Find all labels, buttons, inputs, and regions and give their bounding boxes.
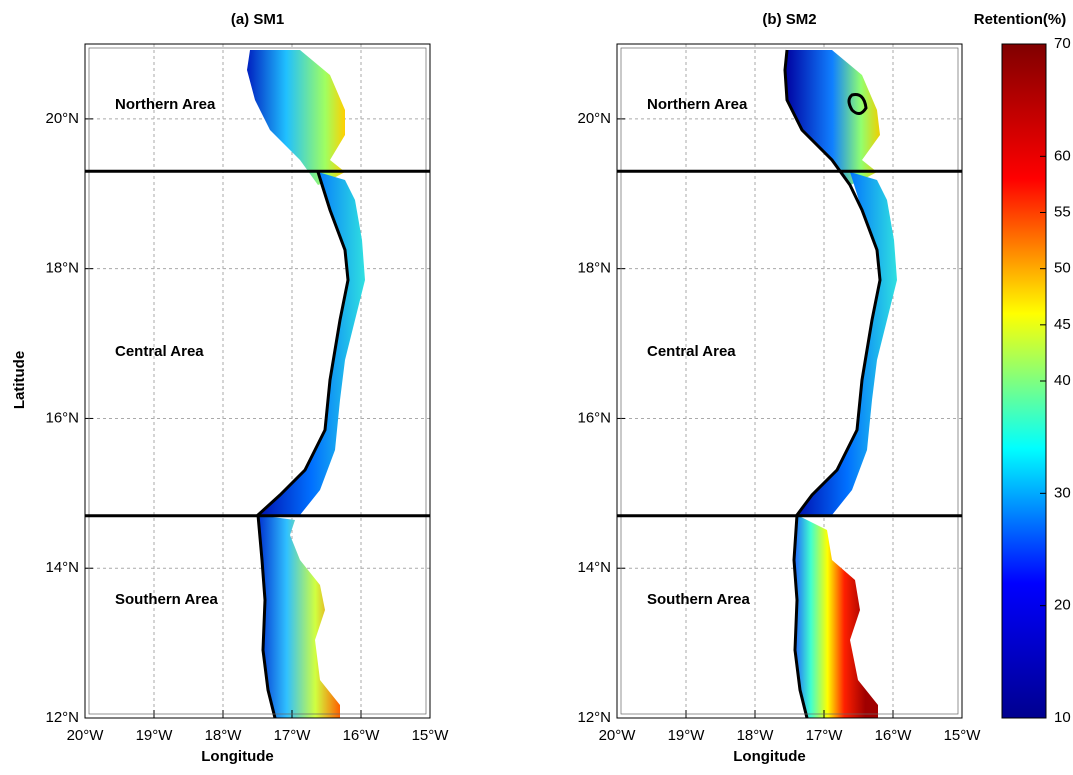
frame-inner	[620, 47, 959, 715]
y-tick-label: 12°N	[45, 709, 79, 726]
region-label: Central Area	[647, 343, 736, 360]
region-label: Northern Area	[647, 96, 748, 113]
x-tick-label: 17°W	[806, 727, 844, 744]
x-tick-label: 20°W	[599, 727, 637, 744]
colorbar: 10 20 30 40 45 50 55 60 70 Retention(%)	[974, 11, 1071, 726]
frame	[84, 43, 431, 719]
coastline	[256, 171, 350, 719]
x-tick-label: 15°W	[944, 727, 982, 744]
field-south	[258, 515, 340, 718]
x-axis-label: Longitude	[733, 748, 805, 765]
y-tick-label: 18°N	[577, 260, 611, 277]
y-tick-label: 20°N	[45, 110, 79, 127]
region-label: Central Area	[115, 343, 204, 360]
x-tick-label: 17°W	[274, 727, 312, 744]
colorbar-title: Retention(%)	[974, 11, 1067, 28]
y-tick-label: 16°N	[577, 409, 611, 426]
y-tick-label: 16°N	[45, 409, 79, 426]
y-tick-label: 20°N	[577, 110, 611, 127]
frame-inner	[88, 47, 427, 715]
panel-title: (b) SM2	[762, 11, 816, 28]
coastline	[783, 49, 882, 719]
region-label: Southern Area	[647, 591, 750, 608]
colorbar-tick-label: 30	[1054, 484, 1071, 501]
field-north	[785, 50, 880, 185]
x-tick-label: 19°W	[136, 727, 174, 744]
field-central	[258, 172, 365, 515]
map-panel	[783, 49, 897, 719]
y-axis-label: Latitude	[11, 351, 28, 409]
field-central	[797, 172, 897, 515]
map-panel	[247, 50, 365, 719]
colorbar-scale	[1001, 43, 1047, 719]
y-tick-label: 14°N	[577, 559, 611, 576]
colorbar-tick-label: 50	[1054, 260, 1071, 277]
contour	[847, 93, 868, 115]
colorbar-tick-label: 40	[1054, 372, 1071, 389]
x-tick-label: 18°W	[737, 727, 775, 744]
x-axis-label: Longitude	[201, 748, 273, 765]
x-tick-label: 18°W	[205, 727, 243, 744]
colorbar-tick-label: 55	[1054, 203, 1071, 220]
colorbar-tick-label: 70	[1054, 35, 1071, 52]
region-label: Southern Area	[115, 591, 218, 608]
x-tick-label: 16°W	[875, 727, 913, 744]
panel-title: (a) SM1	[231, 11, 284, 28]
x-tick-label: 20°W	[67, 727, 105, 744]
field-north	[247, 50, 345, 185]
x-tick-label: 19°W	[668, 727, 706, 744]
colorbar-tick-label: 20	[1054, 597, 1071, 614]
colorbar-tick-label: 45	[1054, 316, 1071, 333]
region-label: Northern Area	[115, 96, 216, 113]
colorbar-tick-label: 60	[1054, 147, 1071, 164]
frame	[616, 43, 963, 719]
x-tick-label: 16°W	[343, 727, 381, 744]
colorbar-tick-label: 10	[1054, 709, 1071, 726]
y-tick-label: 14°N	[45, 559, 79, 576]
y-tick-label: 18°N	[45, 260, 79, 277]
field-south	[794, 515, 878, 718]
x-tick-label: 15°W	[412, 727, 450, 744]
y-tick-label: 12°N	[577, 709, 611, 726]
